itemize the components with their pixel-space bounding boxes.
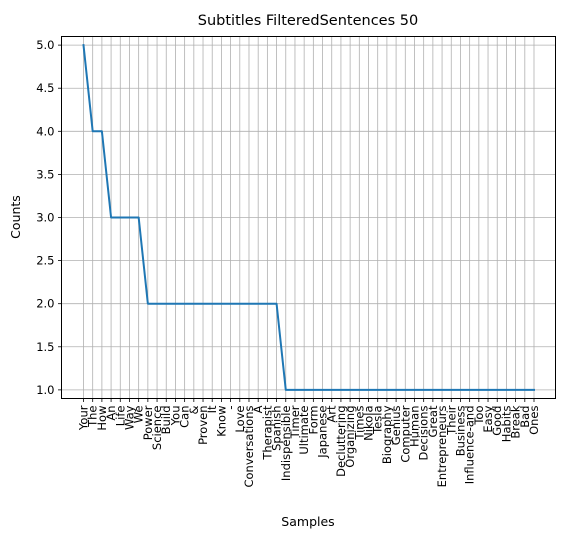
x-tick-label: Conversations	[242, 406, 256, 488]
y-axis-title: Counts	[8, 195, 23, 239]
y-tick-label: 4.0	[36, 124, 54, 138]
x-tick-label: Ones	[527, 406, 541, 435]
chart-title: Subtitles FilteredSentences 50	[198, 13, 418, 29]
y-tick-label: 3.5	[36, 167, 54, 181]
y-tick-label: 2.5	[36, 254, 54, 268]
y-tick-label: 5.0	[36, 38, 54, 52]
y-tick-label: 1.0	[36, 383, 54, 397]
y-tick-label: 4.5	[36, 81, 54, 95]
y-tick-label: 2.0	[36, 297, 54, 311]
y-tick-label: 1.5	[36, 340, 54, 354]
x-axis-title: Samples	[281, 514, 334, 529]
y-tick-label: 3.0	[36, 211, 54, 225]
